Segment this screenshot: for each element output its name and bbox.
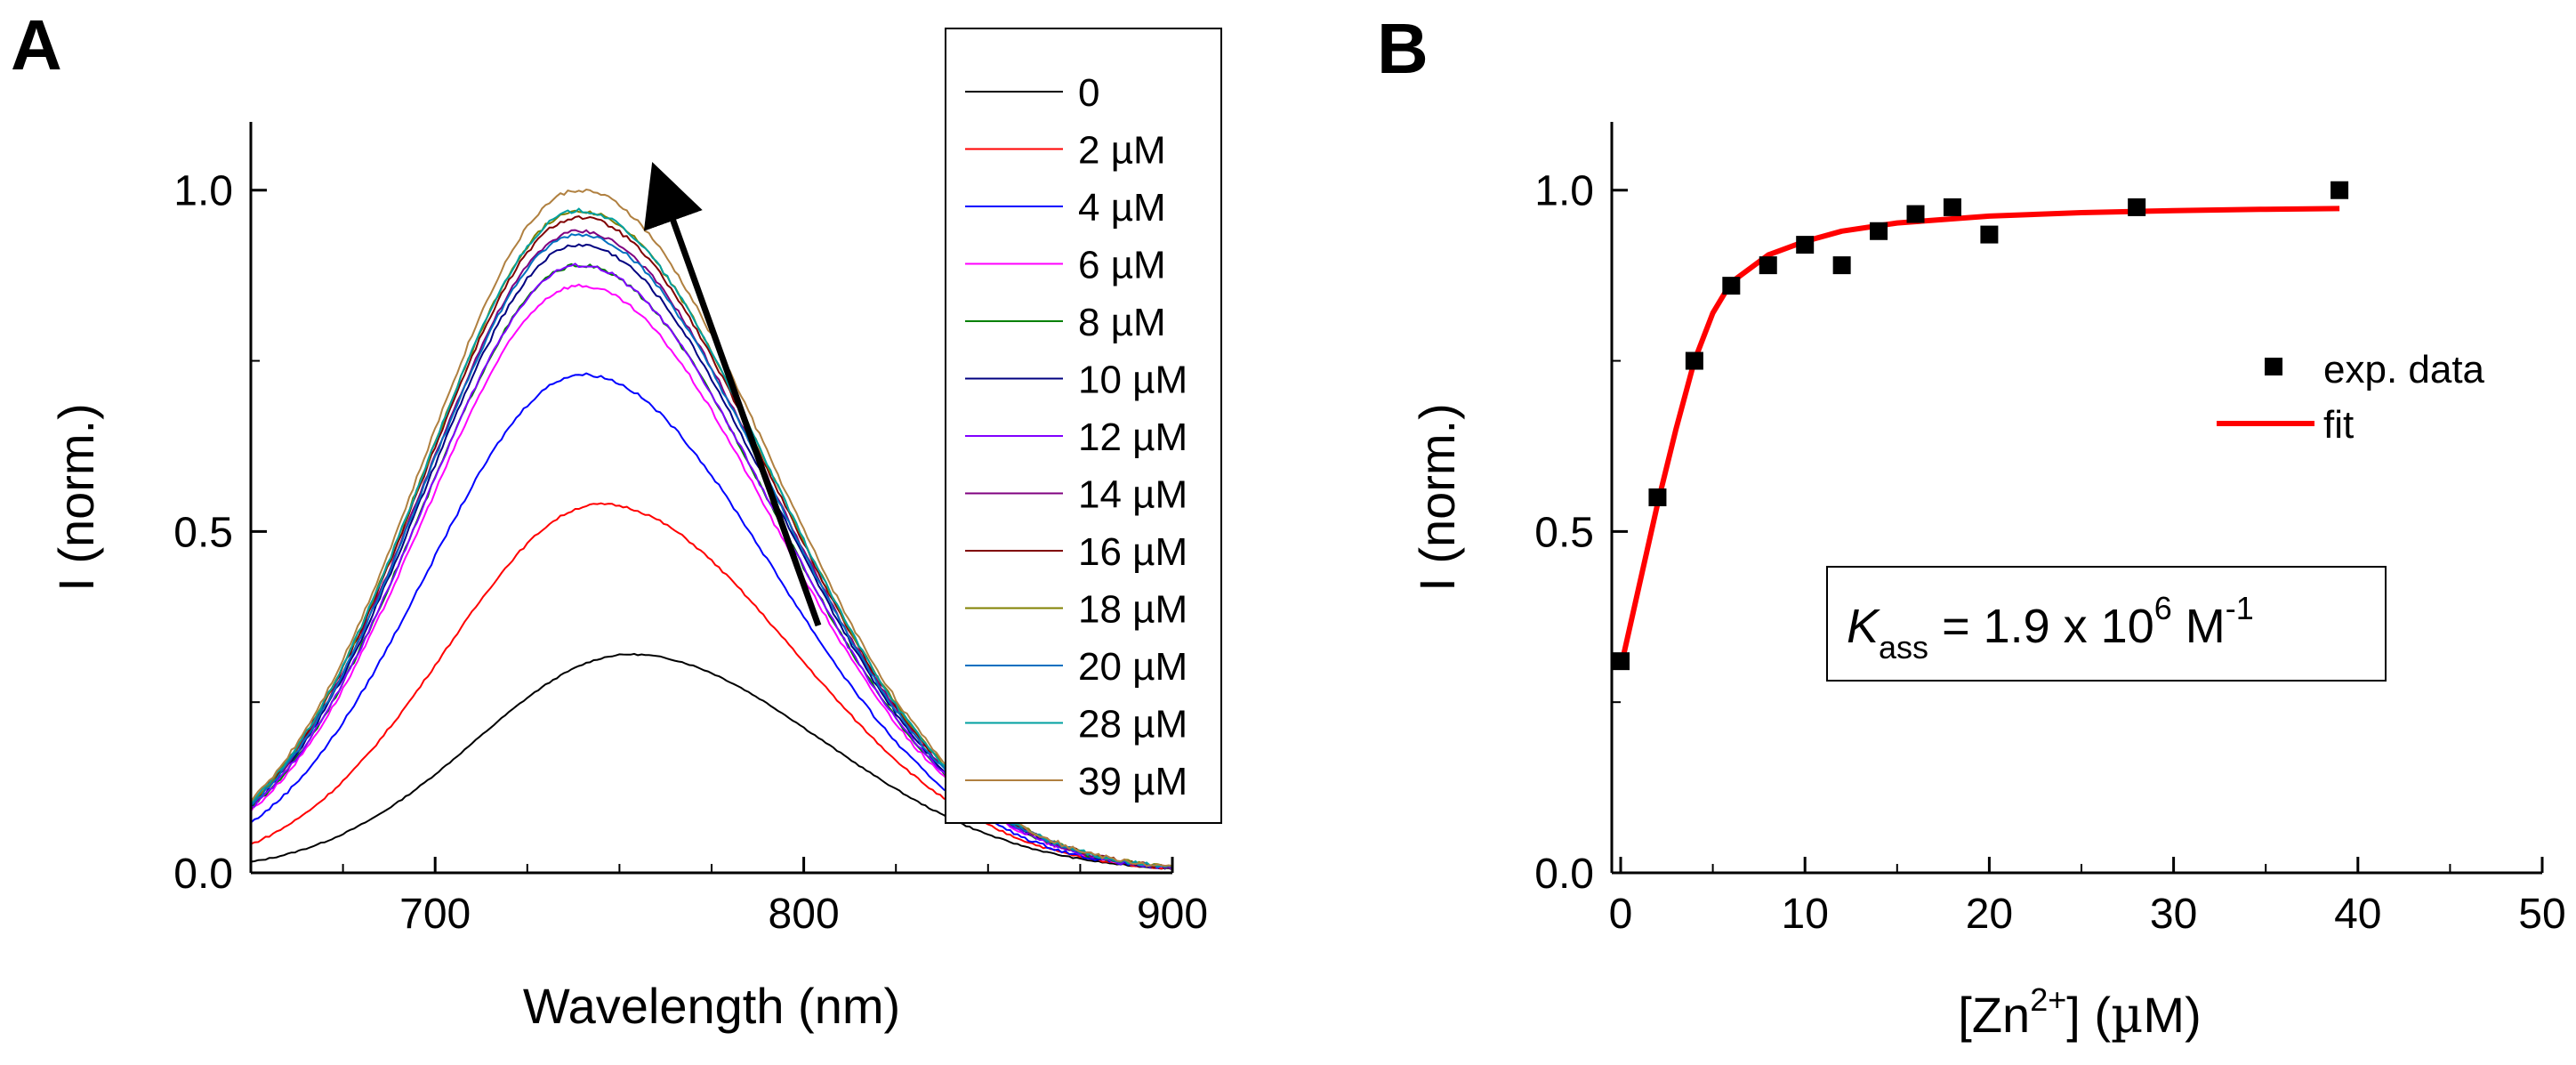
a-xtick-label: 900 bbox=[1137, 891, 1208, 938]
spectrum-line bbox=[250, 502, 1173, 870]
spectrum-line bbox=[250, 652, 1173, 871]
data-point bbox=[2330, 181, 2349, 199]
a-ytick-label: 0.0 bbox=[173, 851, 233, 898]
spectrum-line bbox=[250, 215, 1173, 869]
data-point bbox=[1796, 236, 1815, 254]
a-ytick-label: 0.5 bbox=[173, 509, 233, 556]
legend-label: 39 µM bbox=[1078, 760, 1187, 803]
kass-box bbox=[1826, 566, 2387, 682]
legend-label: 8 µM bbox=[1078, 301, 1166, 344]
b-xtick-label: 50 bbox=[2518, 891, 2565, 938]
panel-a-y-axis-title: I (norm.) bbox=[48, 403, 104, 592]
b-xtick-label: 20 bbox=[1966, 891, 2013, 938]
data-point bbox=[1722, 277, 1741, 295]
legend-label: 16 µM bbox=[1078, 530, 1187, 574]
a-xtick-label: 700 bbox=[399, 891, 471, 938]
data-point bbox=[2128, 198, 2146, 216]
data-point bbox=[1870, 222, 1888, 240]
panel-a: A 700 800 900 0.0 0.5 1.0 Wavelength (nm) I (… bbox=[11, 5, 1222, 1034]
data-point bbox=[1648, 488, 1667, 506]
legend-exp-data-marker bbox=[2265, 358, 2282, 375]
increase-arrow bbox=[643, 162, 822, 627]
panel-a-legend-box bbox=[945, 28, 1222, 824]
legend-label: 18 µM bbox=[1078, 588, 1187, 632]
spectrum-line bbox=[250, 283, 1173, 870]
legend-label: 20 µM bbox=[1078, 645, 1187, 689]
legend-label: 12 µM bbox=[1078, 416, 1187, 459]
a-ytick-label: 1.0 bbox=[173, 168, 233, 215]
panel-a-label: A bbox=[11, 5, 62, 85]
spectrum-line bbox=[250, 207, 1173, 867]
b-xtick-label: 40 bbox=[2334, 891, 2381, 938]
panel-b-x-axis-title: [Zn2+] (µM) bbox=[1958, 981, 2201, 1045]
panel-b-label: B bbox=[1377, 9, 1429, 88]
panel-a-ticks: 700 800 900 0.0 0.5 1.0 bbox=[173, 168, 1208, 938]
kass-annotation: Kass = 1.9 x 106 M-1 bbox=[1826, 566, 2387, 682]
b-ytick-label: 0.0 bbox=[1534, 851, 1594, 898]
spectrum-line bbox=[250, 372, 1173, 871]
legend-label: 4 µM bbox=[1078, 186, 1166, 230]
panel-b: B 0 10 20 30 40 50 0.0 0.5 1.0 [Zn2+] (µM) I (no… bbox=[1377, 9, 2566, 1045]
data-point bbox=[1612, 652, 1630, 671]
legend-label: 10 µM bbox=[1078, 359, 1187, 402]
data-point bbox=[1759, 256, 1777, 275]
legend-fit-label: fit bbox=[2323, 403, 2354, 447]
kass-text: Kass = 1.9 x 106 M-1 bbox=[1847, 590, 2254, 666]
data-point bbox=[1832, 256, 1851, 275]
panel-a-x-axis-title: Wavelength (nm) bbox=[523, 978, 900, 1034]
exp-data-points bbox=[1612, 181, 2349, 671]
fit-curve bbox=[1618, 206, 2340, 669]
b-xtick-label: 30 bbox=[2150, 891, 2197, 938]
data-point bbox=[1906, 205, 1925, 223]
a-xtick-label: 800 bbox=[769, 891, 840, 938]
legend-label: 14 µM bbox=[1078, 473, 1187, 517]
b-xtick-label: 0 bbox=[1609, 891, 1633, 938]
data-point bbox=[1943, 198, 1961, 216]
legend-label: 6 µM bbox=[1078, 244, 1166, 287]
data-point bbox=[1980, 225, 1999, 244]
legend-exp-data-label: exp. data bbox=[2323, 348, 2485, 391]
spectrum-line bbox=[250, 233, 1173, 868]
b-ytick-label: 0.5 bbox=[1534, 509, 1594, 556]
legend-label: 2 µM bbox=[1078, 129, 1166, 173]
b-ytick-label: 1.0 bbox=[1534, 168, 1594, 215]
legend-label: 0 bbox=[1078, 71, 1099, 115]
spectrum-line bbox=[250, 262, 1173, 870]
panel-a-legend: 0 2 µM 4 µM 6 µM 8 µM 10 µM 12 µM 14 µM 16 µM 18 … bbox=[945, 28, 1222, 824]
data-point bbox=[1685, 351, 1703, 370]
panel-b-legend: exp. data fit bbox=[2217, 348, 2485, 447]
panel-b-ticks: 0 10 20 30 40 50 0.0 0.5 1.0 bbox=[1534, 168, 2565, 938]
b-xtick-label: 10 bbox=[1782, 891, 1829, 938]
panel-b-y-axis-title: I (norm.) bbox=[1409, 403, 1465, 592]
legend-label: 28 µM bbox=[1078, 703, 1187, 746]
